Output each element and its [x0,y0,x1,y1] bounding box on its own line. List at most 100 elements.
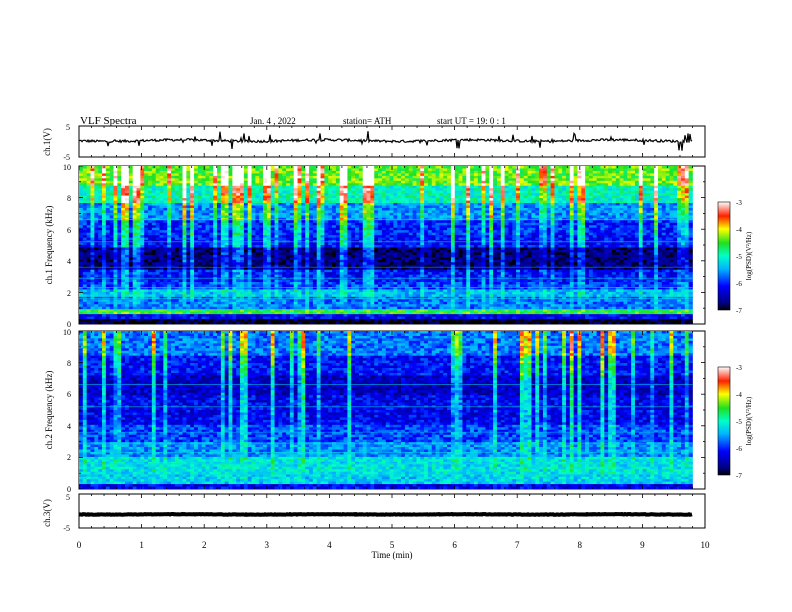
spectrogram-cell [646,175,651,179]
spectrogram-cell [236,168,241,172]
spectrogram-cell [416,183,421,187]
spectrogram-cell [661,183,666,187]
spectrogram-cell [470,212,475,216]
spectrogram-cell [194,193,199,196]
spectrogram-cell [378,237,383,241]
spectrogram-cell [370,168,375,172]
spectrogram-cell [447,188,452,192]
spectrogram-cell [427,170,433,174]
spectrogram-cell [86,232,91,236]
spectrogram-cell [186,220,191,224]
spectrogram-cell [347,198,352,201]
spectrogram-cell [477,220,482,224]
spectrogram-cell [608,230,613,234]
spectrogram-cell [500,205,505,209]
spectrogram-cell [155,175,160,179]
spectrogram-cell [171,212,176,216]
spectrogram-cell [489,205,494,209]
spectrogram-cell [619,230,624,234]
spectrogram-cell [412,168,417,172]
spectrogram-cell [282,190,287,194]
spectrogram-cell [523,180,528,184]
spectrogram-cell [316,235,321,238]
spectrogram-cell [201,183,206,187]
spectrogram-cell [562,183,567,187]
spectrogram-cell [121,232,126,236]
spectrogram-cell [136,232,141,236]
spectrogram-cell [159,198,164,201]
spectrogram-cell [366,185,371,189]
spectrogram-cell [677,203,682,206]
spectrogram-cell [343,200,348,204]
spectrogram-cell [577,215,582,219]
spectrogram-cell [554,193,559,196]
spectrogram-cell [79,225,84,229]
spectrogram-cell [378,200,383,204]
spectrogram-cell [565,217,571,221]
spectrogram-cell [117,203,122,206]
spectrogram-cell [205,198,210,201]
spectrogram-cell [623,183,628,187]
spectrogram-cell [236,220,241,224]
spectrogram-cell [665,237,670,241]
spectrogram-cell [619,217,624,221]
spectrogram-cell [232,212,237,216]
spectrogram-cell [243,230,249,234]
spectrogram-cell [654,222,659,226]
spectrogram-cell [266,183,272,187]
spectrogram-cell [213,190,218,194]
spectrogram-cell [194,212,199,216]
spectrogram-cell [477,188,482,192]
spectrogram-cell [136,200,141,204]
spectrogram-cell [289,205,295,209]
spectrogram-cell [623,232,628,236]
spectrogram-cell [194,237,199,241]
spectrogram-cell [174,180,180,184]
spectrogram-cell [217,193,222,196]
spectrogram-cell [424,183,429,187]
spectrogram-cell [136,225,141,229]
spectrogram-cell [247,173,252,177]
spectrogram-cell [178,230,183,234]
spectrogram-cell [274,222,279,226]
spectrogram-cell [167,190,172,194]
spectrogram-cell [343,173,348,177]
spectrogram-cell [259,168,264,172]
spectrogram-cell [343,190,348,194]
spectrogram-cell [443,220,448,224]
spectrogram-cell [562,193,567,196]
spectrogram-cell [642,205,647,209]
spectrogram-cell [393,215,398,219]
spectrogram-cell [500,195,505,199]
spectrogram-cell [220,227,226,231]
spectrogram-cell [274,230,279,234]
spectrogram-cell [654,217,659,221]
spectrogram-cell [240,173,245,177]
spectrogram-cell [362,210,367,214]
spectrogram-cell [493,220,498,224]
spectrogram-cell [182,188,187,192]
spectrogram-cell [278,232,283,236]
spectrogram-cell [105,222,111,226]
spectrogram-cell [473,198,479,201]
spectrogram-cell [424,215,429,219]
spectrogram-cell [155,193,160,196]
spectrogram-cell [240,203,245,206]
spectrogram-cell [477,217,482,221]
spectrogram-cell [508,178,513,182]
spectrogram-cell [550,237,555,241]
spectrogram-cell [190,203,195,206]
spectrogram-cell [523,220,528,224]
spectrogram-cell [577,207,582,211]
spectrogram-cell [424,237,429,241]
spectrogram-cell [634,207,640,211]
spectrogram-cell [527,175,532,179]
spectrogram-cell [470,190,475,194]
spectrogram-cell [466,188,471,192]
spectrogram-cell [301,225,306,229]
spectrogram-cell [393,185,398,189]
spectrogram-cell [125,175,130,179]
spectrogram-cell [236,190,241,194]
spectrogram-cell [266,175,272,179]
spectrogram-cell [654,235,659,238]
